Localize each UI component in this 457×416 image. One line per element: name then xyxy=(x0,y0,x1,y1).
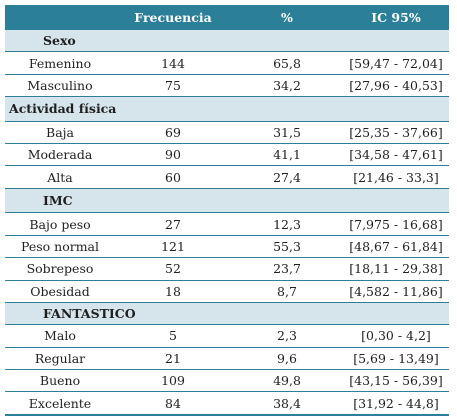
section-title: IMC xyxy=(5,188,449,214)
percent-cell: 12,3 xyxy=(231,212,343,236)
ic95-cell: [27,96 - 40,53] xyxy=(343,74,449,98)
row-label: Masculino xyxy=(5,74,115,98)
ic95-cell: [59,47 - 72,04] xyxy=(343,51,449,75)
section-row: Actividad física xyxy=(5,96,449,122)
ic95-cell: [25,35 - 37,66] xyxy=(343,121,449,145)
ic95-cell: [18,11 - 29,38] xyxy=(343,257,449,281)
row-label: Excelente xyxy=(5,391,115,416)
section-row: Sexo xyxy=(5,30,449,53)
ic95-cell: [21,46 - 33,3] xyxy=(343,165,449,189)
table-row: Moderada 90 41,1 [34,58 - 47,61] xyxy=(5,143,449,167)
percent-cell: 34,2 xyxy=(231,74,343,98)
section-row: FANTASTICO xyxy=(5,302,449,326)
percent-cell: 9,6 xyxy=(231,347,343,371)
table-row: Malo 5 2,3 [0,30 - 4,2] xyxy=(5,324,449,348)
table-row: Bueno 109 49,8 [43,15 - 56,39] xyxy=(5,369,449,393)
percent-cell: 2,3 xyxy=(231,324,343,348)
row-label: Bajo peso xyxy=(5,212,115,236)
frecuencia-cell: 5 xyxy=(115,324,231,348)
frecuencia-cell: 144 xyxy=(115,51,231,75)
table-row: Peso normal 121 55,3 [48,67 - 61,84] xyxy=(5,235,449,259)
percent-cell: 41,1 xyxy=(231,143,343,167)
row-label: Peso normal xyxy=(5,235,115,259)
frecuencia-cell: 52 xyxy=(115,257,231,281)
header-ic95: IC 95% xyxy=(343,5,449,30)
ic95-cell: [5,69 - 13,49] xyxy=(343,347,449,371)
ic95-cell: [48,67 - 61,84] xyxy=(343,235,449,259)
table-row: Alta 60 27,4 [21,46 - 33,3] xyxy=(5,165,449,189)
table-row: Regular 21 9,6 [5,69 - 13,49] xyxy=(5,347,449,371)
table-body: Sexo Femenino 144 65,8 [59,47 - 72,04] Mascul… xyxy=(5,30,449,416)
ic95-cell: [43,15 - 56,39] xyxy=(343,369,449,393)
percent-cell: 23,7 xyxy=(231,257,343,281)
frecuencia-cell: 60 xyxy=(115,165,231,189)
frecuencia-cell: 84 xyxy=(115,391,231,416)
ic95-cell: [31,92 - 44,8] xyxy=(343,391,449,416)
header-frecuencia: Frecuencia xyxy=(115,5,231,30)
section-row: IMC xyxy=(5,188,449,214)
table-header: Frecuencia % IC 95% xyxy=(5,5,449,30)
row-label: Baja xyxy=(5,121,115,145)
frecuencia-cell: 109 xyxy=(115,369,231,393)
percent-cell: 31,5 xyxy=(231,121,343,145)
row-label: Femenino xyxy=(5,51,115,75)
table-row: Bajo peso 27 12,3 [7,975 - 16,68] xyxy=(5,212,449,236)
percent-cell: 49,8 xyxy=(231,369,343,393)
ic95-cell: [0,30 - 4,2] xyxy=(343,324,449,348)
frecuencia-cell: 121 xyxy=(115,235,231,259)
section-title: Actividad física xyxy=(5,96,449,122)
ic95-cell: [7,975 - 16,68] xyxy=(343,212,449,236)
frecuencia-cell: 21 xyxy=(115,347,231,371)
table-row: Excelente 84 38,4 [31,92 - 44,8] xyxy=(5,391,449,416)
ic95-cell: [4,582 - 11,86] xyxy=(343,280,449,303)
table-row: Sobrepeso 52 23,7 [18,11 - 29,38] xyxy=(5,257,449,281)
frecuencia-cell: 69 xyxy=(115,121,231,145)
frecuencia-cell: 27 xyxy=(115,212,231,236)
section-title: FANTASTICO xyxy=(5,302,449,326)
row-label: Bueno xyxy=(5,369,115,393)
percent-cell: 8,7 xyxy=(231,280,343,303)
table-row: Obesidad 18 8,7 [4,582 - 11,86] xyxy=(5,280,449,303)
row-label: Alta xyxy=(5,165,115,189)
row-label: Regular xyxy=(5,347,115,371)
percent-cell: 55,3 xyxy=(231,235,343,259)
row-label: Malo xyxy=(5,324,115,348)
table-row: Baja 69 31,5 [25,35 - 37,66] xyxy=(5,121,449,145)
frecuencia-cell: 75 xyxy=(115,74,231,98)
row-label: Obesidad xyxy=(5,280,115,303)
percent-cell: 27,4 xyxy=(231,165,343,189)
percent-cell: 65,8 xyxy=(231,51,343,75)
header-row: Frecuencia % IC 95% xyxy=(5,5,449,30)
table-row: Femenino 144 65,8 [59,47 - 72,04] xyxy=(5,51,449,75)
percent-cell: 38,4 xyxy=(231,391,343,416)
header-blank xyxy=(5,5,115,30)
frequency-table: Frecuencia % IC 95% Sexo Femenino 144 65,8[… xyxy=(5,5,449,416)
frecuencia-cell: 90 xyxy=(115,143,231,167)
row-label: Sobrepeso xyxy=(5,257,115,281)
header-percent: % xyxy=(231,5,343,30)
table-row: Masculino 75 34,2 [27,96 - 40,53] xyxy=(5,74,449,98)
frecuencia-cell: 18 xyxy=(115,280,231,303)
section-title: Sexo xyxy=(5,30,449,53)
ic95-cell: [34,58 - 47,61] xyxy=(343,143,449,167)
row-label: Moderada xyxy=(5,143,115,167)
